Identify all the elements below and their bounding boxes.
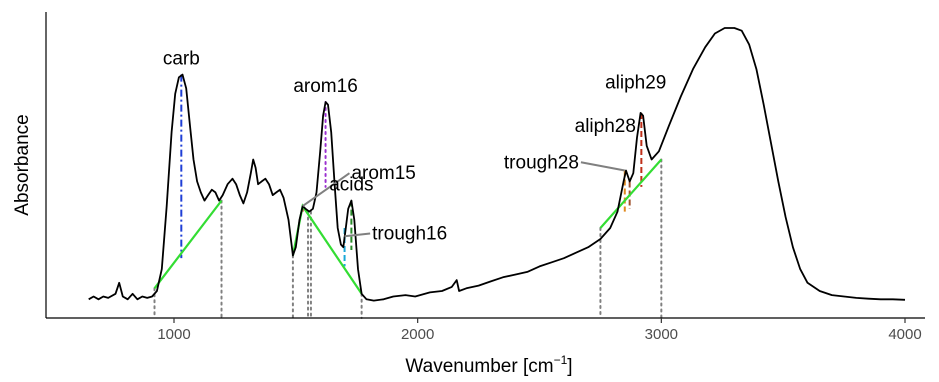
x-axis-ticks: 1000 2000 3000 4000	[157, 318, 922, 343]
annotation-label-3: acids	[329, 175, 373, 196]
baseline-0	[153, 199, 223, 289]
annotation-label-2: arom15	[351, 163, 415, 184]
x-tick-label-0: 1000	[157, 326, 190, 343]
series-line-0	[88, 27, 906, 302]
annotation-label-4: trough16	[372, 224, 447, 245]
x-tick-label-3: 4000	[888, 326, 921, 343]
x-tick-label-1: 2000	[401, 326, 434, 343]
annotation-leader-5	[580, 161, 625, 172]
annotation-label-6: aliph28	[575, 116, 636, 137]
annotation-label-7: aliph29	[605, 72, 666, 93]
x-axis-title-suffix: ]	[567, 356, 572, 377]
baseline-2	[599, 158, 663, 229]
x-tick-label-2: 3000	[645, 326, 678, 343]
annotation-label-0: carb	[163, 49, 200, 70]
x-axis-title-superscript: −1	[554, 353, 568, 367]
annotation-label-1: arom16	[293, 76, 357, 97]
x-axis-title: Wavenumber [cm−1]	[405, 353, 572, 377]
y-axis-title: Absorbance	[12, 114, 33, 215]
annotation-leader-2	[302, 172, 351, 207]
annotation-label-5: trough28	[504, 152, 579, 173]
x-axis-title-main: Wavenumber [cm	[405, 356, 553, 377]
annotation-leader-4	[344, 232, 371, 238]
